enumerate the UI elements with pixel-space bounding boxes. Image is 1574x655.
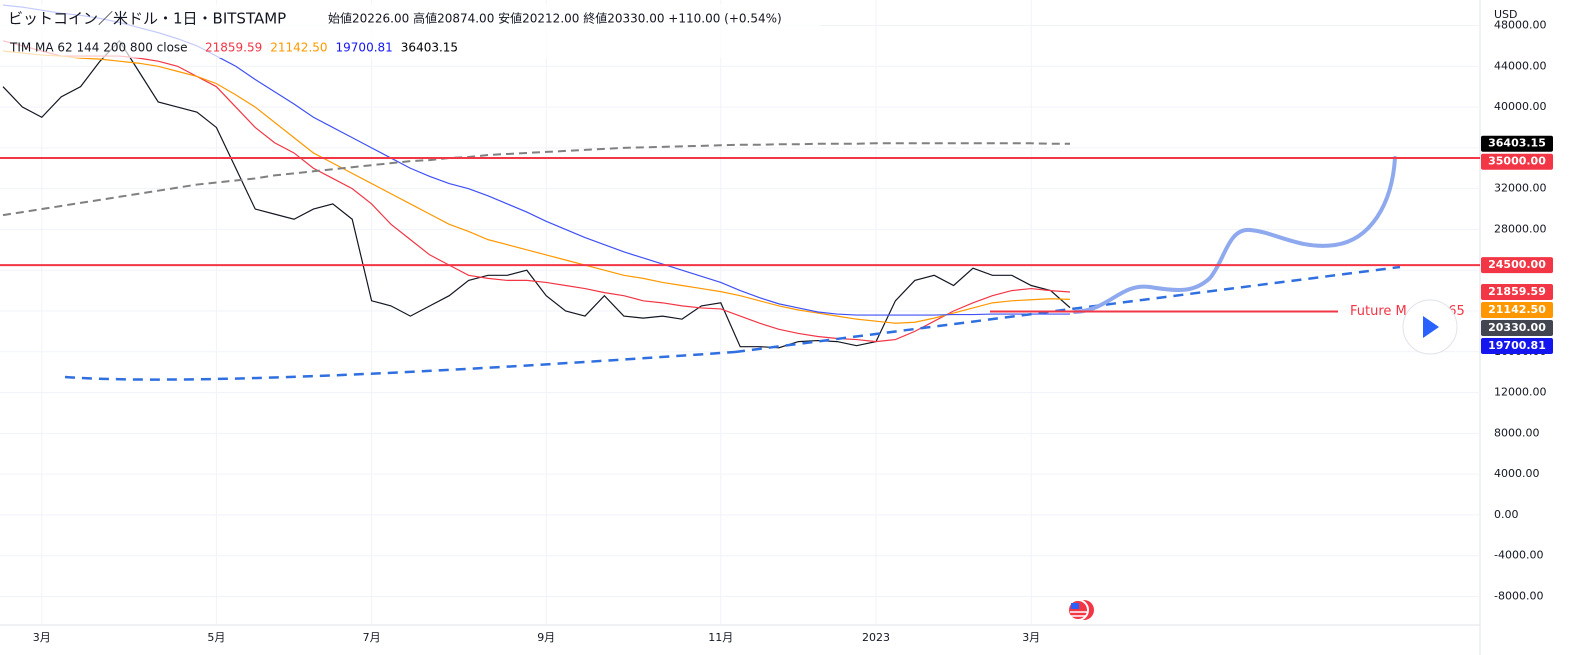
grid [0,0,1480,625]
legend-bg [0,4,820,58]
y-tick-label: 0.00 [1494,508,1519,521]
series-line [2,142,1071,217]
support-curve [64,350,736,381]
y-tick-label: 32000.00 [1494,182,1547,195]
level-annotation: Future M [1350,304,1407,319]
x-tick-label: 2023 [862,631,890,644]
trend-line [734,265,1401,354]
flag-icon [1067,599,1094,621]
x-tick-label: 5月 [207,631,225,644]
y-tick-label: 40000.00 [1494,100,1547,113]
price-badge-label: 21142.50 [1488,303,1546,316]
y-tick-label: -4000.00 [1494,549,1543,562]
play-button[interactable] [1402,299,1458,355]
x-tick-label: 7月 [363,631,381,644]
price-badge [1481,338,1553,355]
x-tick-label: 3月 [33,631,51,644]
price-badge-label: 35000.00 [1488,155,1546,168]
currency: USD [1494,8,1518,21]
price-badge [1481,320,1553,337]
x-tick-label: 9月 [537,631,555,644]
price-badge [1481,153,1553,170]
x-tick-label: 3月 [1022,631,1040,644]
series-line [2,50,1071,324]
price-badge [1481,257,1553,274]
y-tick-label: 48000.00 [1494,18,1547,31]
y-tick-label: 12000.00 [1494,386,1547,399]
price-badge-label: 24500.00 [1488,258,1546,271]
legend-value: 19700.81 [336,41,393,55]
legend-value: 21859.59 [205,41,262,55]
y-tick-label: 4000.00 [1494,467,1540,480]
series-line [2,40,1071,343]
price-badge [1481,302,1553,319]
indicator-name: TIM MA 62 144 200 800 close [9,41,188,55]
x-tick-label: 11月 [708,631,733,644]
indicator-values: 21859.59 21142.50 19700.81 36403.15 [205,41,458,55]
symbol-title: ビットコイン／米ドル・1日・BITSTAMP [8,10,286,28]
price-badge [1481,135,1553,152]
price-badge-label: 36403.15 [1488,137,1546,150]
y-tick-label: 28000.00 [1494,222,1547,235]
price-badge [1481,284,1553,301]
forecast-drawing [1073,156,1397,314]
series-line [2,39,1071,349]
legend-value: 21142.50 [270,41,327,55]
play-icon[interactable] [1423,316,1439,338]
price-badge-label: 21859.59 [1488,285,1546,298]
price-badge-label: 20330.00 [1488,321,1546,334]
legend-value: 36403.15 [401,41,458,55]
price-badge-label: 19700.81 [1488,339,1546,352]
ohlc-values: 始値20226.00 高値20874.00 安値20212.00 終値20330… [328,11,782,26]
y-tick-label: 8000.00 [1494,426,1540,439]
y-tick-label: 44000.00 [1494,59,1547,72]
y-tick-label: -8000.00 [1494,590,1543,603]
